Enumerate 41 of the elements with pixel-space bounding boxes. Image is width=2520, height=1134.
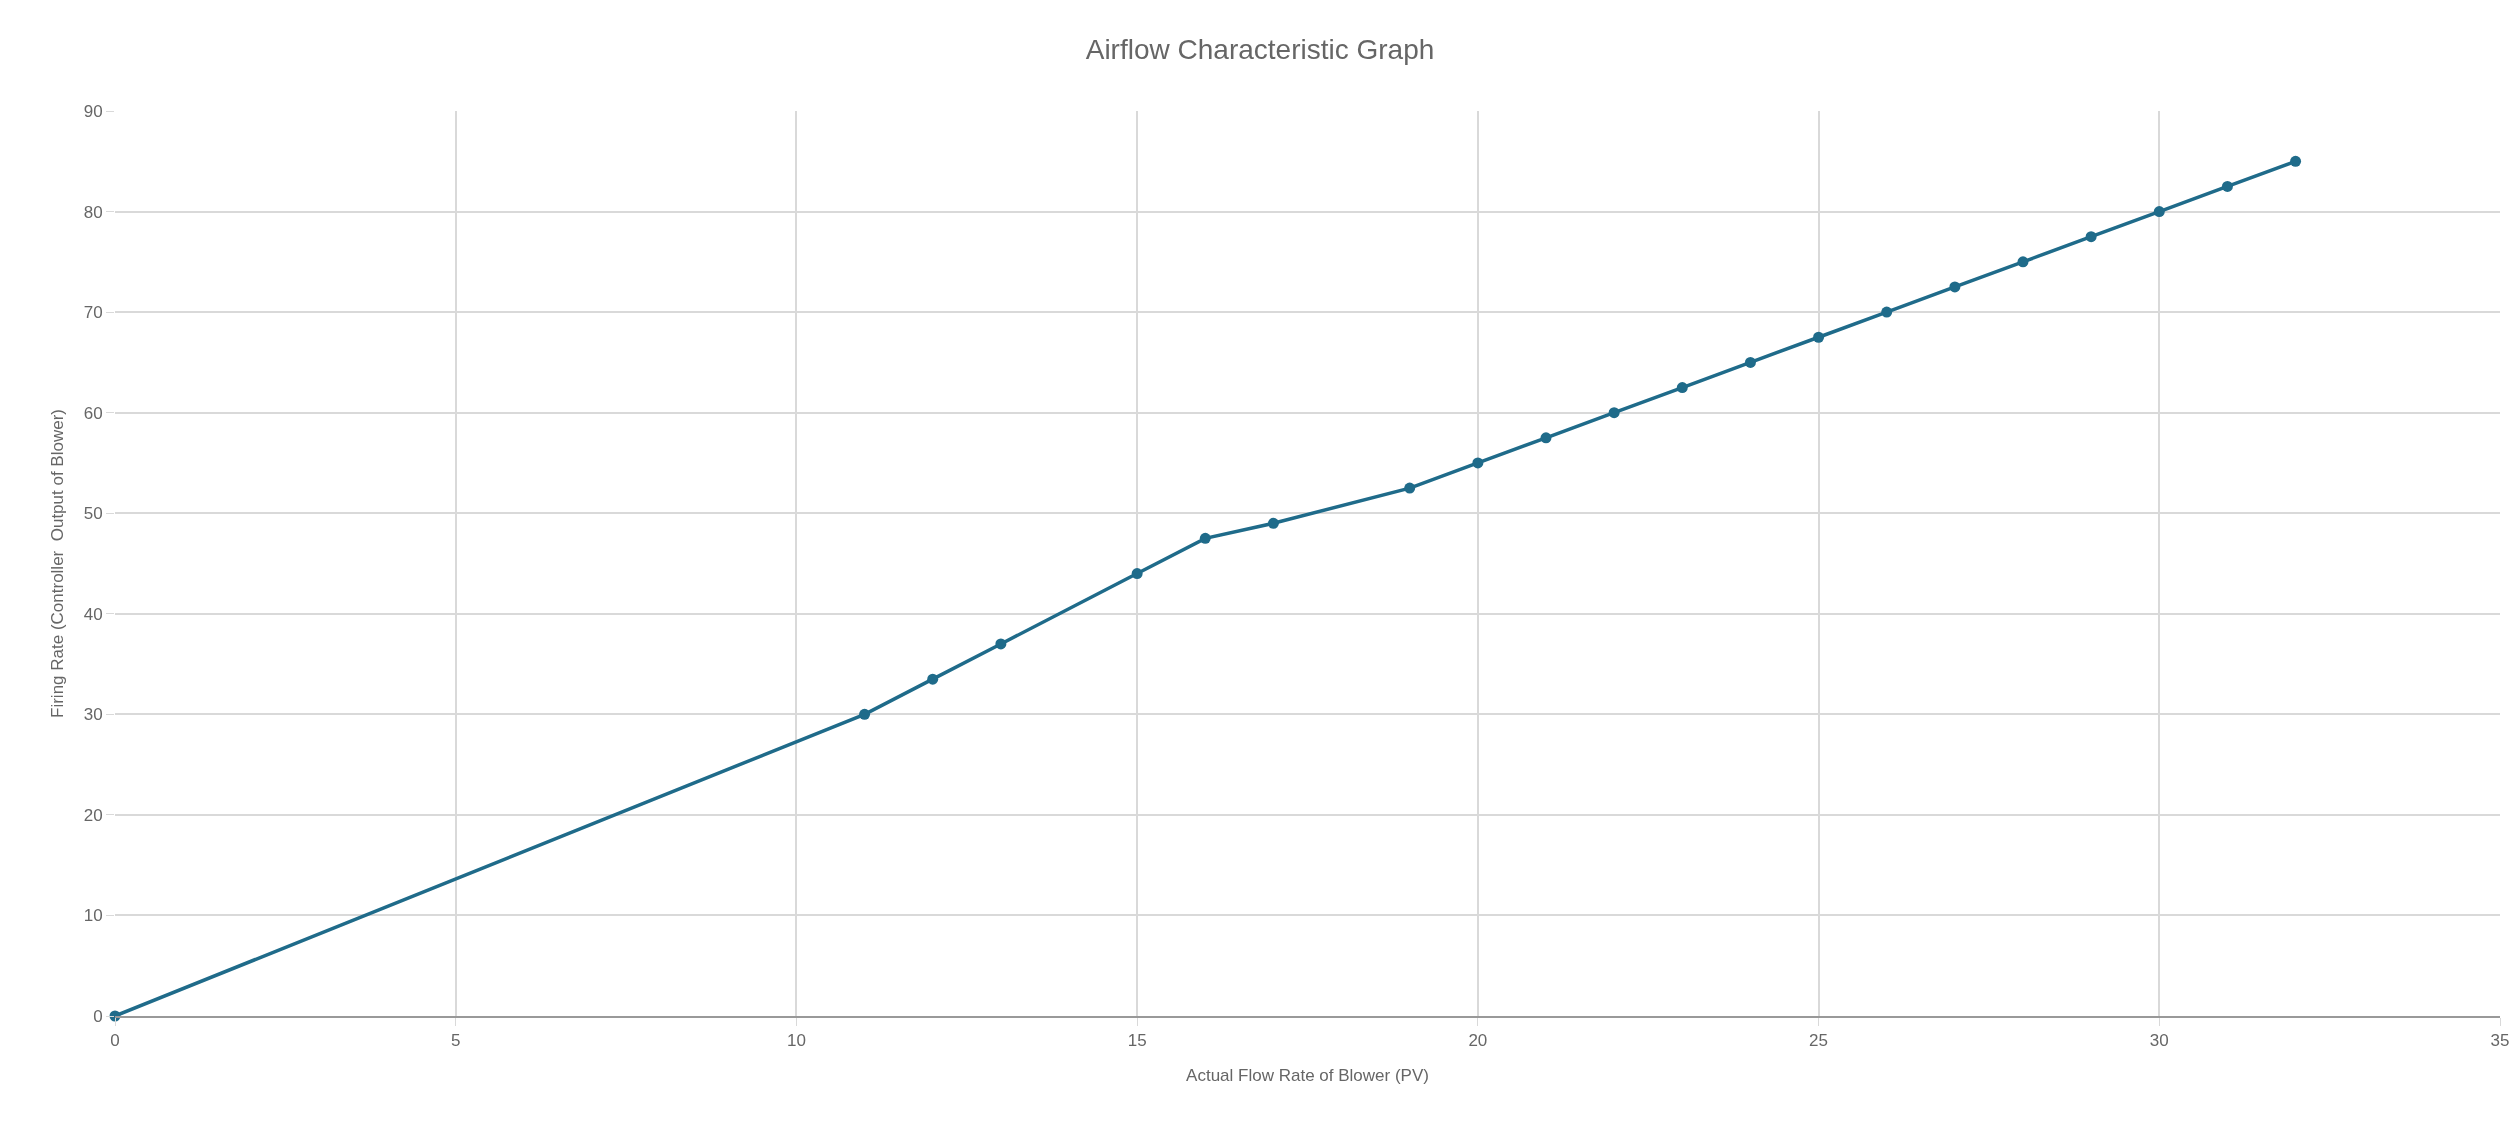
y-tick-label: 40	[83, 604, 103, 624]
y-tick-label: 10	[83, 906, 103, 926]
point	[927, 673, 939, 685]
y-tick-label: 60	[83, 403, 103, 423]
x-tick-label: 35	[2490, 1031, 2510, 1051]
point	[2085, 231, 2097, 243]
x-tick-label: 10	[786, 1031, 806, 1051]
x-tick-label: 15	[1127, 1031, 1147, 1051]
y-tick-label: 70	[83, 303, 103, 323]
x-tick-label: 5	[450, 1031, 461, 1051]
y-tick-label: 50	[83, 504, 103, 524]
chart-title: Airflow Characteristic Graph	[1085, 34, 1435, 66]
x-axis-title: Actual Flow Rate of Blower (PV)	[1186, 1066, 1429, 1086]
point	[2153, 206, 2165, 218]
point	[859, 708, 871, 720]
point	[1744, 356, 1756, 368]
point	[1404, 482, 1416, 494]
x-tick-label: 30	[2149, 1031, 2169, 1051]
point	[2017, 256, 2029, 268]
point	[1199, 532, 1211, 544]
point	[1881, 306, 1893, 318]
x-tick-label: 0	[110, 1031, 120, 1051]
point	[1267, 517, 1279, 529]
point	[1131, 568, 1143, 580]
point	[2221, 180, 2233, 192]
point	[2290, 155, 2302, 167]
y-axis-title: Firing Rate (Controller Output of Blower)	[48, 409, 68, 718]
x-tick-label: 20	[1468, 1031, 1488, 1051]
y-tick-label: 80	[83, 202, 103, 222]
y-tick-label: 30	[83, 705, 103, 725]
y-tick-label: 0	[93, 1006, 103, 1026]
point	[1608, 407, 1620, 419]
point	[1540, 432, 1552, 444]
y-tick-label: 90	[83, 101, 103, 121]
point	[1949, 281, 1961, 293]
point	[1472, 457, 1484, 469]
y-tick-label: 20	[83, 805, 103, 825]
point	[995, 638, 1007, 650]
point	[1813, 331, 1825, 343]
x-tick-label: 25	[1809, 1031, 1829, 1051]
point	[1676, 382, 1688, 394]
